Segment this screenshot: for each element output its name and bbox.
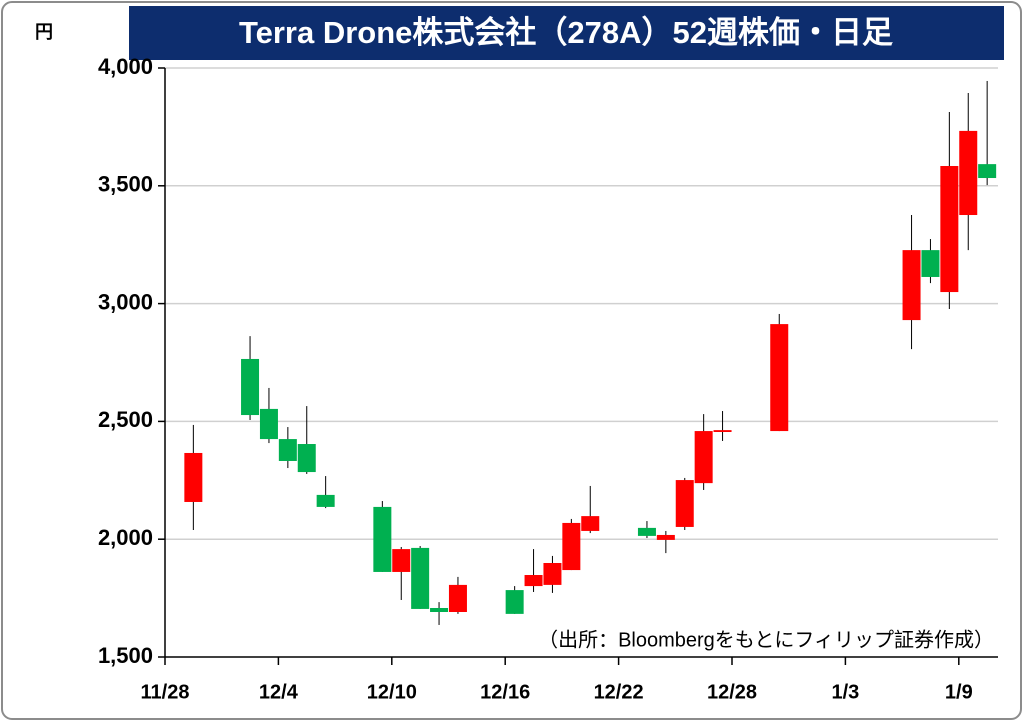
chart-title: Terra Drone株式会社（278A）52週株価・日足 — [239, 15, 893, 50]
candle-body — [524, 575, 543, 587]
candle-body — [411, 547, 430, 609]
candle-body — [373, 506, 392, 572]
x-tick-label: 1/3 — [831, 681, 859, 703]
title-box — [127, 4, 1006, 62]
y-tick-label: 2,500 — [98, 407, 153, 432]
x-tick-label: 12/16 — [480, 681, 530, 703]
candle-body — [543, 562, 562, 585]
candle-body — [921, 250, 940, 277]
x-tick-label: 12/28 — [707, 681, 757, 703]
candle-body — [978, 164, 997, 179]
candle-body — [562, 522, 581, 571]
x-tick-label: 12/10 — [367, 681, 417, 703]
candle-body — [694, 431, 713, 484]
candle-body — [259, 408, 278, 440]
candle-body — [297, 444, 316, 473]
candle-body — [637, 527, 656, 536]
source-note: （出所：Bloombergをもとにフィリップ証券作成） — [538, 628, 994, 651]
candle-body — [713, 430, 732, 433]
y-tick-label: 1,500 — [98, 643, 153, 668]
y-tick-label: 4,000 — [98, 54, 153, 79]
candle-body — [505, 590, 524, 614]
candle-body — [940, 166, 959, 293]
x-tick-label: 11/28 — [141, 681, 190, 703]
candle-body — [278, 439, 297, 461]
x-tick-label: 1/9 — [945, 681, 973, 703]
candle-body — [902, 250, 921, 321]
y-unit: 円 — [35, 22, 53, 42]
candle-body — [316, 494, 335, 507]
candle-body — [448, 584, 467, 613]
candle-body — [184, 452, 203, 502]
candle-body — [770, 324, 789, 432]
y-tick-label: 2,000 — [98, 525, 153, 550]
y-tick-label: 3,000 — [98, 289, 153, 314]
candle-body — [656, 534, 675, 540]
candle-body — [430, 607, 449, 613]
candle-body — [392, 549, 411, 572]
x-tick-label: 12/4 — [259, 681, 299, 703]
candle-body — [241, 358, 260, 416]
x-tick-label: 12/22 — [594, 681, 644, 703]
candle-body — [581, 516, 600, 531]
candle-body — [959, 130, 978, 216]
candle-body — [675, 480, 694, 527]
y-tick-label: 3,500 — [98, 172, 153, 197]
